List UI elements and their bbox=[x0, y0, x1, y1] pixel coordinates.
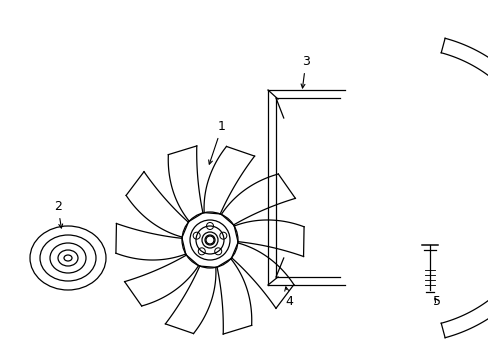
Text: 1: 1 bbox=[208, 120, 225, 164]
Text: 2: 2 bbox=[54, 200, 62, 228]
Text: 4: 4 bbox=[284, 287, 292, 308]
Text: 5: 5 bbox=[432, 295, 440, 308]
Text: 3: 3 bbox=[301, 55, 309, 88]
